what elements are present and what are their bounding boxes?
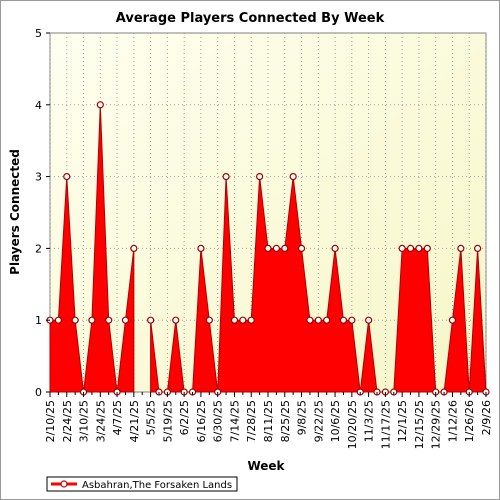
data-point	[415, 244, 423, 252]
data-point	[457, 244, 465, 252]
data-point	[289, 173, 297, 181]
x-tick-label: 12/29/25	[430, 400, 443, 449]
data-point	[147, 316, 155, 324]
legend-box	[46, 476, 238, 492]
data-point	[172, 316, 180, 324]
x-tick-label: 12/1/25	[396, 400, 409, 442]
data-point	[474, 244, 482, 252]
legend-label: Asbahran,The Forsaken Lands	[82, 480, 232, 491]
x-tick-label: 3/24/25	[94, 400, 107, 442]
data-point	[331, 244, 339, 252]
x-tick-label: 11/3/25	[363, 400, 376, 442]
x-tick-label: 6/30/25	[212, 400, 225, 442]
data-point	[239, 316, 247, 324]
x-tick-label: 10/6/25	[329, 400, 342, 442]
data-point	[197, 244, 205, 252]
x-tick-label: 9/22/25	[312, 400, 325, 442]
series-area-segment	[49, 104, 135, 393]
x-tick-label: 1/26/26	[463, 400, 476, 442]
data-point	[121, 316, 130, 324]
data-point	[230, 316, 239, 324]
x-tick-label: 8/25/25	[279, 400, 292, 442]
data-point	[88, 316, 96, 324]
x-tick-label: 11/17/25	[379, 400, 392, 449]
data-point	[348, 316, 356, 324]
x-axis-ticks: 2/10/25 2/24/25 3/10/25 3/24/25 4/7/25 4/21/2…	[44, 392, 493, 449]
x-tick-label: 4/7/25	[111, 400, 124, 435]
data-point	[281, 244, 289, 252]
data-point	[205, 316, 213, 324]
data-point	[105, 316, 113, 324]
x-axis-title: Week	[247, 459, 285, 473]
y-tick-label: 1	[35, 314, 42, 327]
x-tick-label: 9/8/25	[296, 400, 309, 435]
data-point	[423, 244, 431, 252]
x-tick-label: 8/11/25	[262, 400, 275, 442]
x-tick-label: 2/24/25	[61, 400, 74, 442]
data-point	[71, 316, 79, 324]
x-tick-label: 4/21/25	[128, 400, 141, 442]
data-point	[130, 244, 138, 252]
legend-swatch-marker	[60, 480, 68, 488]
data-point	[222, 173, 230, 181]
x-tick-label: 3/10/25	[78, 400, 91, 442]
data-point	[54, 316, 62, 324]
data-point	[339, 316, 348, 324]
y-tick-label: 3	[35, 171, 42, 184]
data-point	[63, 173, 71, 181]
series-markers	[46, 101, 490, 396]
data-point	[314, 316, 322, 324]
data-point	[264, 244, 272, 252]
data-point	[365, 316, 373, 324]
data-point	[256, 173, 264, 181]
x-tick-label: 7/28/25	[245, 400, 258, 442]
x-tick-label: 1/12/26	[446, 400, 459, 442]
y-tick-label: 4	[35, 99, 42, 112]
data-point	[96, 101, 104, 109]
chart-title: Average Players Connected By Week	[116, 11, 385, 26]
y-tick-label: 5	[35, 27, 42, 40]
data-point	[247, 316, 255, 324]
data-point	[272, 244, 280, 252]
x-tick-label: 2/10/25	[44, 400, 57, 442]
x-tick-label: 6/16/25	[195, 400, 208, 442]
x-tick-label: 12/15/25	[413, 400, 426, 449]
x-tick-label: 6/2/25	[178, 400, 191, 435]
y-axis-ticks: 0 1 2 3 4 5	[35, 27, 50, 399]
x-tick-label: 2/9/26	[480, 400, 493, 435]
y-tick-label: 2	[35, 242, 42, 255]
y-axis-title: Players Connected	[8, 149, 22, 275]
data-point	[306, 316, 314, 324]
data-point	[297, 244, 306, 252]
x-tick-label: 5/5/25	[145, 400, 158, 435]
x-tick-label: 5/19/25	[161, 400, 174, 442]
x-tick-label: 7/14/25	[228, 400, 241, 442]
x-tick-label: 10/20/25	[346, 400, 359, 449]
data-point	[398, 244, 406, 252]
data-point	[448, 316, 457, 324]
y-tick-label: 0	[35, 386, 42, 399]
data-point	[323, 316, 331, 324]
data-point	[406, 244, 415, 252]
legend: Asbahran,The Forsaken Lands	[46, 476, 238, 492]
